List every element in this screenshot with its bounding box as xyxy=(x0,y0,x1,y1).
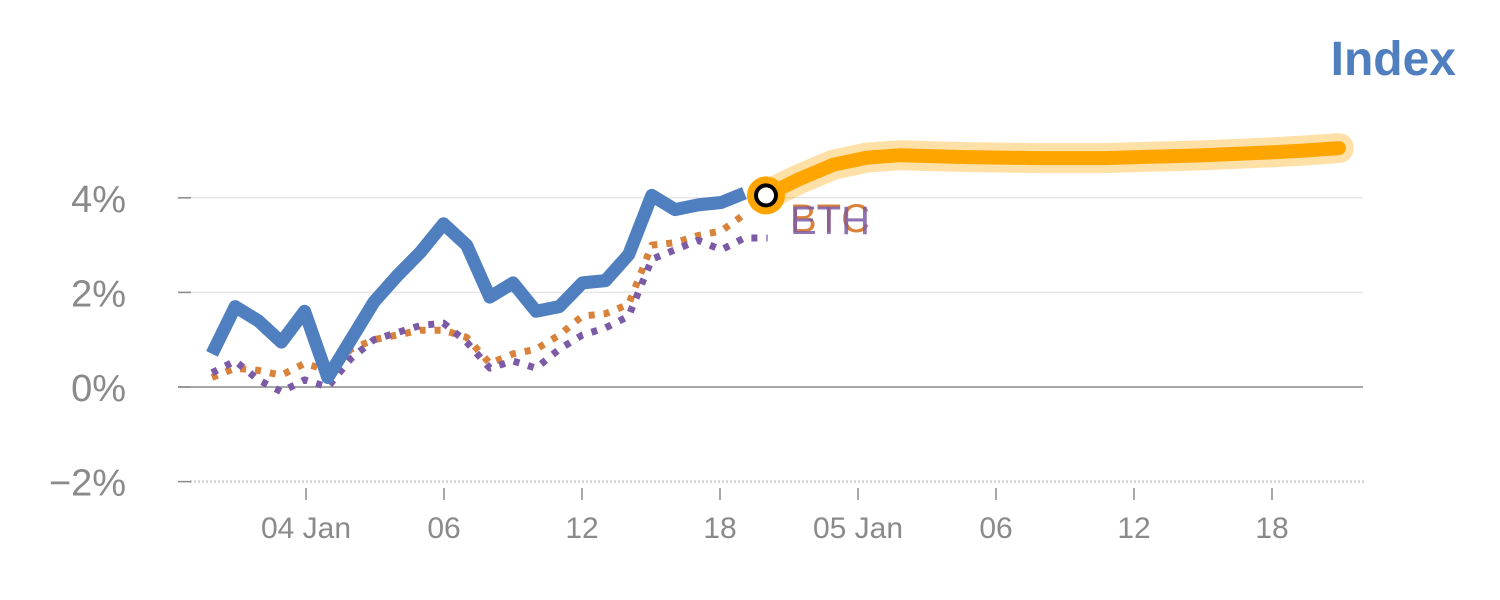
x-tick-label: 06 xyxy=(427,512,460,545)
x-tick-label: 12 xyxy=(1117,512,1150,545)
y-axis: 4% 2% 0% −2% xyxy=(49,179,191,505)
series-forecast-line xyxy=(759,141,1346,203)
x-tick-label: 04 Jan xyxy=(261,512,351,545)
y-tick-label: −2% xyxy=(49,463,126,505)
x-tick-label: 18 xyxy=(1255,512,1288,545)
series-eth-line xyxy=(210,234,768,396)
series-lines xyxy=(206,133,1354,396)
series-btc-line xyxy=(210,211,747,381)
series-labels: BTC ETH xyxy=(790,197,870,243)
series-forecast-start-marker-core xyxy=(754,183,778,208)
legend-title: Index xyxy=(1330,33,1456,86)
y-tick-label: 2% xyxy=(71,273,126,315)
series-label-btc: BTC xyxy=(790,197,870,241)
x-axis: 04 Jan 06 12 18 05 Jan 06 12 18 xyxy=(261,488,1289,545)
series-label-eth: ETH xyxy=(790,199,870,243)
series-index-line xyxy=(206,187,747,384)
x-tick-label: 12 xyxy=(565,512,598,545)
x-tick-label: 05 Jan xyxy=(813,512,903,545)
x-tick-label: 06 xyxy=(979,512,1012,545)
y-tick-label: 4% xyxy=(71,179,126,221)
x-tick-label: 18 xyxy=(703,512,736,545)
y-tick-label: 0% xyxy=(71,368,126,410)
